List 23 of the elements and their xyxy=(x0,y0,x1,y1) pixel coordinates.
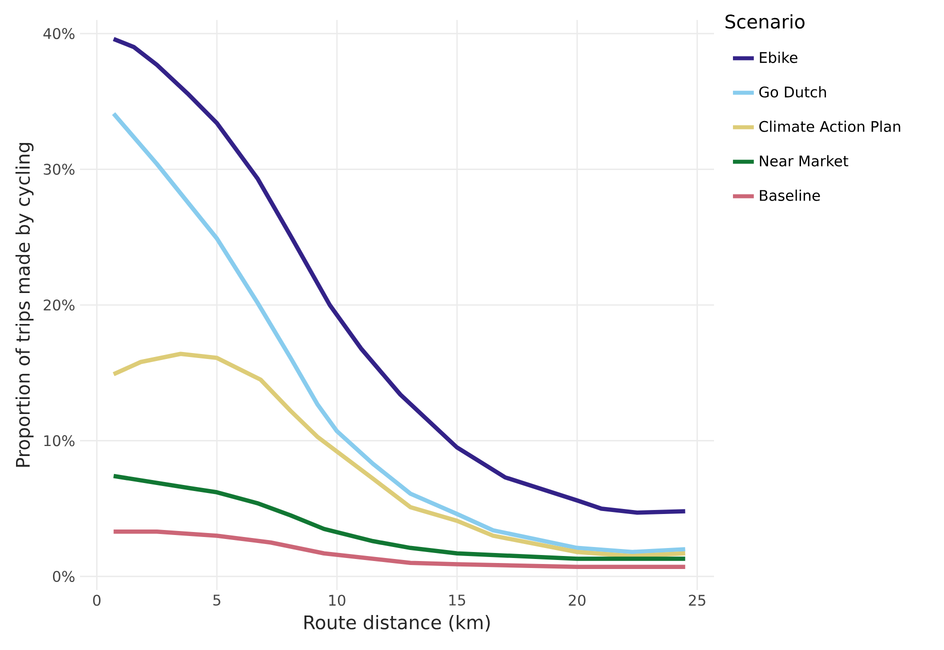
line-series xyxy=(111,112,688,554)
legend-label: Climate Action Plan xyxy=(759,120,900,132)
legend-label: Baseline xyxy=(760,190,820,201)
legend-label: Near Market xyxy=(760,155,848,166)
x-tick-label: 5 xyxy=(213,594,220,606)
y-tick-label: 20% xyxy=(44,299,74,311)
line-series xyxy=(111,352,688,558)
x-tick-label: 0 xyxy=(93,594,100,606)
legend-title: Scenario xyxy=(726,14,804,29)
y-tick-label: 10% xyxy=(44,435,74,446)
x-tick-label: 15 xyxy=(449,594,466,606)
legend-label: Ebike xyxy=(760,52,798,64)
legend-label: Go Dutch xyxy=(759,86,826,98)
x-axis-title: Route distance (km) xyxy=(304,614,490,632)
x-tick-label: 10 xyxy=(329,594,346,606)
x-tick-label: 20 xyxy=(568,594,586,606)
y-tick-label: 0% xyxy=(52,570,74,582)
line-series xyxy=(111,474,688,561)
y-axis-title: Proportion of trips made by cycling xyxy=(15,143,34,467)
line-series xyxy=(111,36,688,515)
x-tick-label: 25 xyxy=(688,594,706,606)
y-tick-label: 30% xyxy=(44,164,74,175)
y-tick-label: 40% xyxy=(43,28,74,40)
